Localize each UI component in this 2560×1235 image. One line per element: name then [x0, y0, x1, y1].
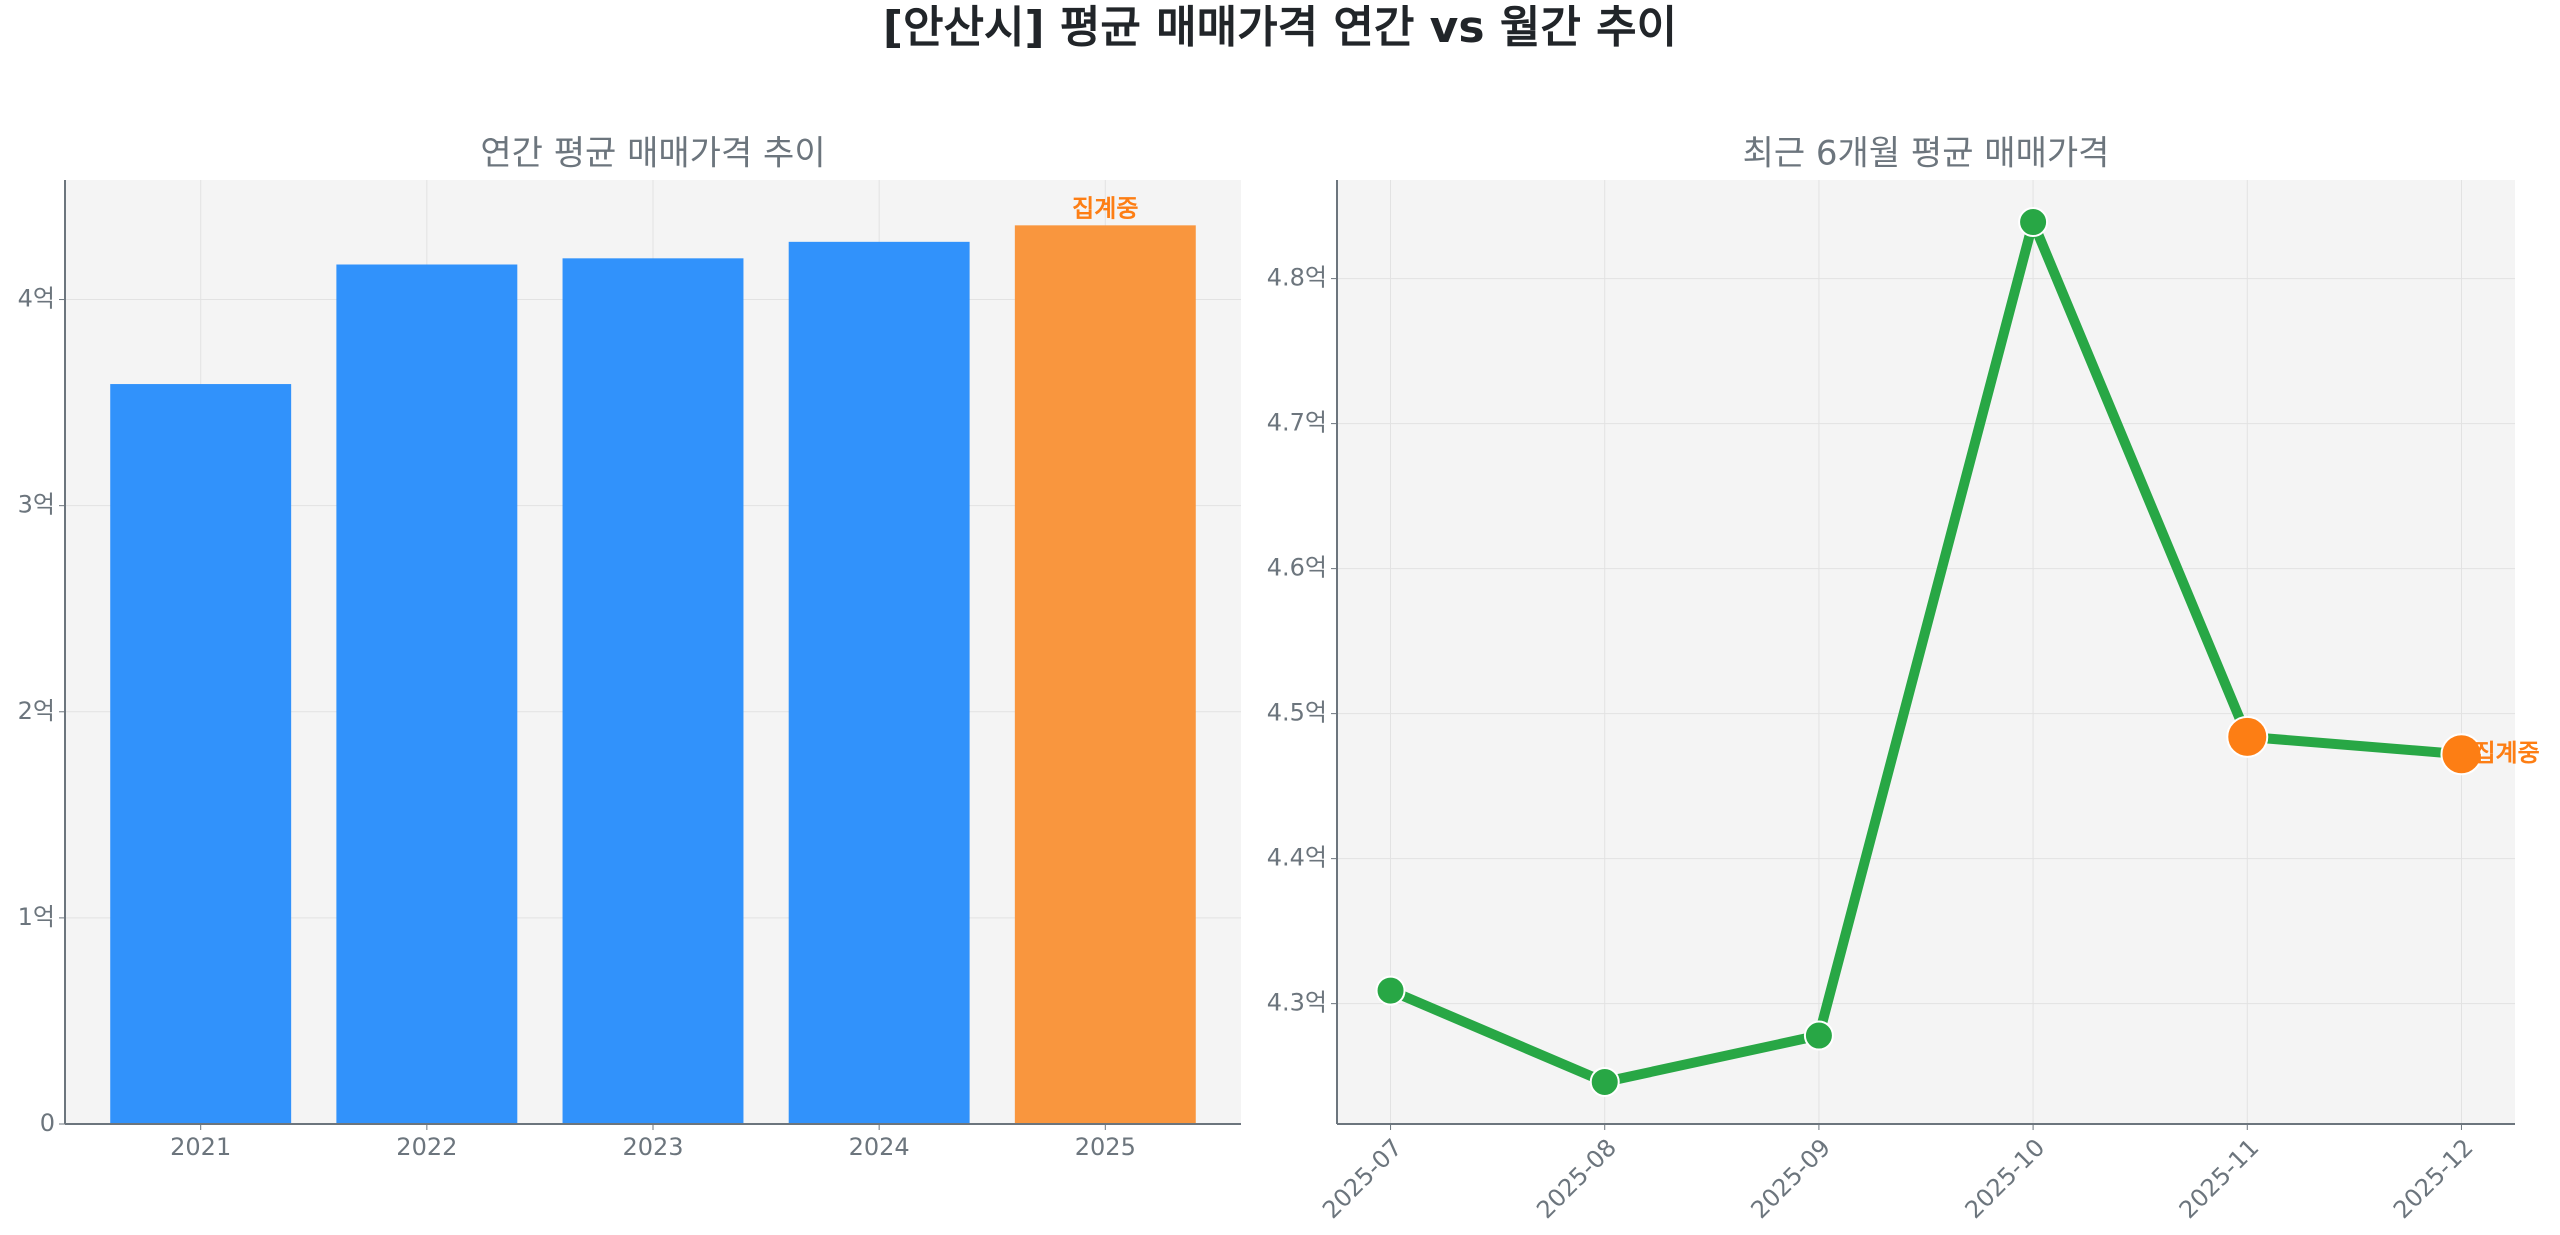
y-tick-label: 4.6억	[1267, 554, 1327, 582]
y-tick-label: 4억	[18, 285, 55, 313]
bar	[562, 258, 744, 1125]
point	[2018, 207, 2049, 238]
x-tick-label: 2025-12	[2388, 1133, 2479, 1224]
bar	[110, 384, 292, 1125]
point	[2226, 715, 2269, 758]
x-tick-label: 2024	[849, 1133, 910, 1161]
y-tick-label: 3억	[18, 491, 55, 519]
x-tick-label: 2023	[622, 1133, 683, 1161]
x-tick-label: 2021	[170, 1133, 231, 1161]
annotation: 집계중	[2473, 739, 2539, 767]
chart-title: 최근 6개월 평균 매매가격	[1743, 134, 2110, 174]
annotation: 집계중	[1072, 194, 1138, 222]
y-tick-label: 4.7억	[1267, 409, 1327, 437]
chart-title: 연간 평균 매매가격 추이	[480, 134, 825, 174]
y-tick-label: 4.4억	[1267, 844, 1327, 872]
plot-area	[1337, 180, 2515, 1124]
point	[1375, 975, 1406, 1006]
x-tick-label: 2025-07	[1317, 1133, 1408, 1224]
y-tick-label: 2억	[18, 697, 55, 725]
y-tick-label: 4.3억	[1267, 989, 1327, 1017]
point	[1589, 1066, 1620, 1097]
y-tick-label: 1억	[18, 903, 55, 931]
bar	[336, 264, 518, 1124]
x-tick-label: 2022	[396, 1133, 457, 1161]
y-tick-label: 0	[40, 1109, 55, 1137]
y-tick-label: 4.8억	[1267, 264, 1327, 292]
line	[1388, 217, 2462, 1087]
x-tick-label: 2025-09	[1745, 1133, 1836, 1224]
x-tick-label: 2025-11	[2174, 1133, 2265, 1224]
point	[2440, 733, 2483, 776]
bar	[788, 241, 970, 1125]
figure-title: [안산시] 평균 매매가격 연간 vs 월간 추이	[883, 2, 1677, 53]
x-tick-label: 2025-10	[1960, 1133, 2051, 1224]
x-tick-label: 2025-08	[1531, 1133, 1622, 1224]
bar	[1014, 225, 1196, 1124]
point	[1803, 1020, 1834, 1051]
y-tick-label: 4.5억	[1267, 699, 1327, 727]
x-tick-label: 2025	[1075, 1133, 1136, 1161]
